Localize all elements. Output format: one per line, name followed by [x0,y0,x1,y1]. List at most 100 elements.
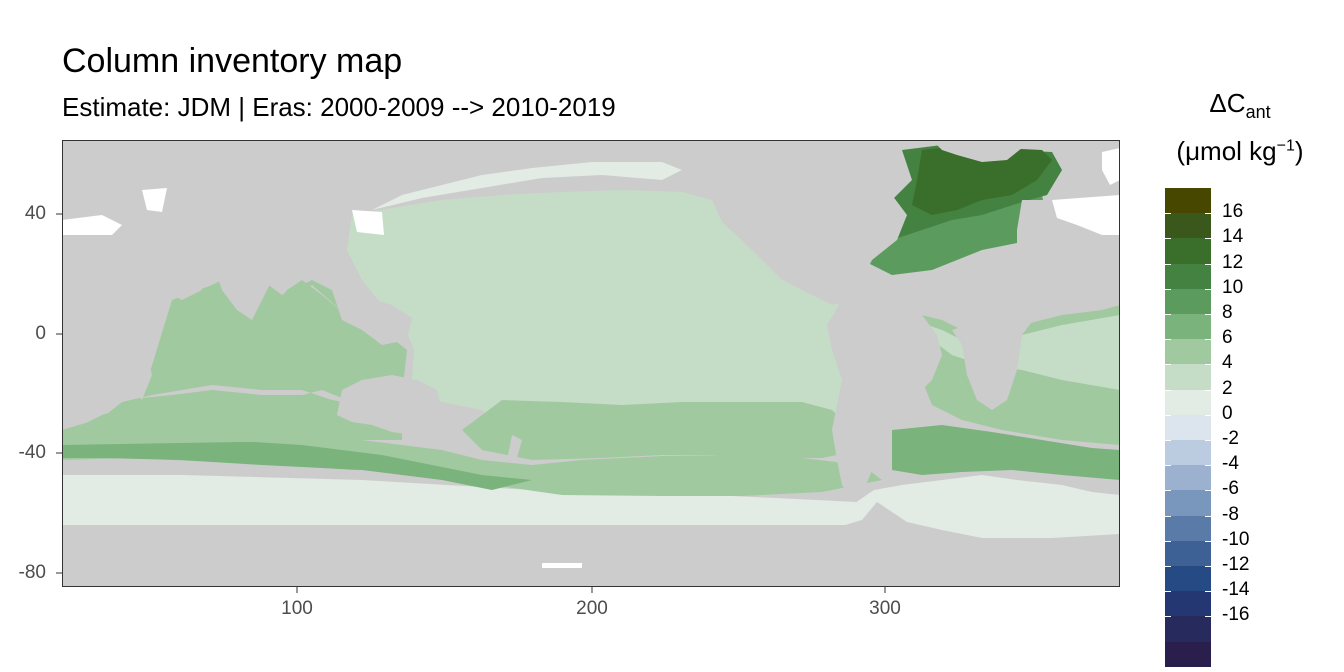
legend-tick [1205,540,1211,542]
legend-swatch [1165,566,1211,592]
map-title: Column inventory map [62,42,403,80]
legend-tick [1205,288,1211,290]
region-southern-mid [62,436,532,490]
region-north-pacific [372,162,682,210]
legend-tick [1205,490,1211,492]
legend-label: 8 [1222,302,1233,323]
legend-tick [1205,465,1211,467]
legend-tick [1205,238,1211,240]
legend-tick [1205,364,1211,366]
legend-tick [1165,389,1171,391]
legend-swatch [1165,263,1211,290]
legend-tick [1205,414,1211,416]
legend-swatch [1165,238,1211,265]
legend-swatch [1165,213,1211,239]
legend-swatch [1165,414,1211,441]
legend-swatch [1165,440,1211,466]
legend-tick [1165,591,1171,593]
legend-tick [1205,213,1211,215]
legend-tick [1165,490,1171,492]
legend-swatch [1165,314,1211,340]
land-indo [332,290,412,345]
legend-tick [1205,339,1211,341]
x-tick-label: 100 [281,598,313,619]
legend-swatch [1165,339,1211,365]
region-south-atlantic [892,425,1120,480]
legend-swatch [1165,641,1211,668]
y-tick-label: 40 [24,203,46,224]
land-madagascar [134,355,152,400]
legend-swatch [1165,515,1211,542]
legend-label: 4 [1222,352,1233,374]
legend-tick [1205,263,1211,265]
nodata-patch [62,215,122,235]
nodata-patch [1052,195,1120,235]
legend-label: -12 [1222,554,1250,575]
land-greenland [932,140,1022,162]
land-nz [507,435,522,460]
panel-border [62,140,1120,587]
map-panel [62,140,1120,587]
land-india [212,250,272,320]
region-atlantic-north [852,190,1047,275]
land-australia [337,375,442,435]
legend-tick [1205,389,1211,391]
land-east-africa [62,230,142,410]
legend-title-sub: ant [1245,102,1271,123]
legend-label: -8 [1222,503,1239,525]
legend-label: 0 [1222,402,1233,424]
legend-tick [1165,263,1171,265]
legend-swatch [1165,591,1211,617]
legend-unit: (μmol kg−1) [1130,136,1344,167]
legend-swatch [1165,540,1211,567]
legend-label: 16 [1222,201,1244,223]
legend-swatch [1165,188,1211,214]
legend-tick [1205,440,1211,441]
legend-label: 6 [1222,327,1233,349]
land-asia [62,140,402,255]
x-tick-label: 300 [869,598,901,619]
land-africa-west [952,200,1120,410]
map-subtitle: Estimate: JDM | Eras: 2000-2009 --> 2010… [62,92,616,122]
region-pacific [347,190,872,445]
legend-swatch [1165,490,1211,517]
legend-label: -2 [1222,428,1239,449]
nodata-patch [542,563,582,568]
legend-tick [1165,213,1171,215]
region-southern-light-2 [62,475,1120,525]
ocean-inventory-map [62,140,1120,587]
nodata-patch [352,210,384,235]
y-tick-label: 0 [35,323,46,344]
legend-swatch [1165,364,1211,391]
y-tick-label: -40 [18,442,46,463]
land-south-america [827,290,942,500]
land-arabia [142,252,202,300]
legend-unit-post: ) [1294,136,1304,166]
legend-tick [1205,515,1211,517]
legend-label: 12 [1222,251,1244,273]
legend-tick [1165,616,1171,618]
legend-swatch [1165,288,1211,315]
legend-tick [1165,414,1171,416]
legend-label: -10 [1222,528,1250,550]
land-north-america [712,170,907,305]
legend-title-symbol: ΔC [1209,88,1246,118]
legend-tick [1205,314,1211,315]
legend-title: ΔCant [1130,88,1344,123]
legend-tick [1165,540,1171,542]
nodata-patch [142,188,167,212]
nodata-patch [1102,148,1120,185]
legend-tick [1165,364,1171,366]
legend-tick [1205,616,1211,618]
legend-swatch [1165,389,1211,416]
legend-tick [1165,515,1171,517]
legend-tick [1165,339,1171,341]
legend-swatch [1165,465,1211,491]
legend-label: -4 [1222,453,1239,475]
region-pacific-south [462,400,862,460]
legend-label: -14 [1222,579,1250,601]
legend-label: 10 [1222,276,1244,298]
region-indian-ocean-2 [62,275,407,445]
legend-label: 2 [1222,377,1233,399]
